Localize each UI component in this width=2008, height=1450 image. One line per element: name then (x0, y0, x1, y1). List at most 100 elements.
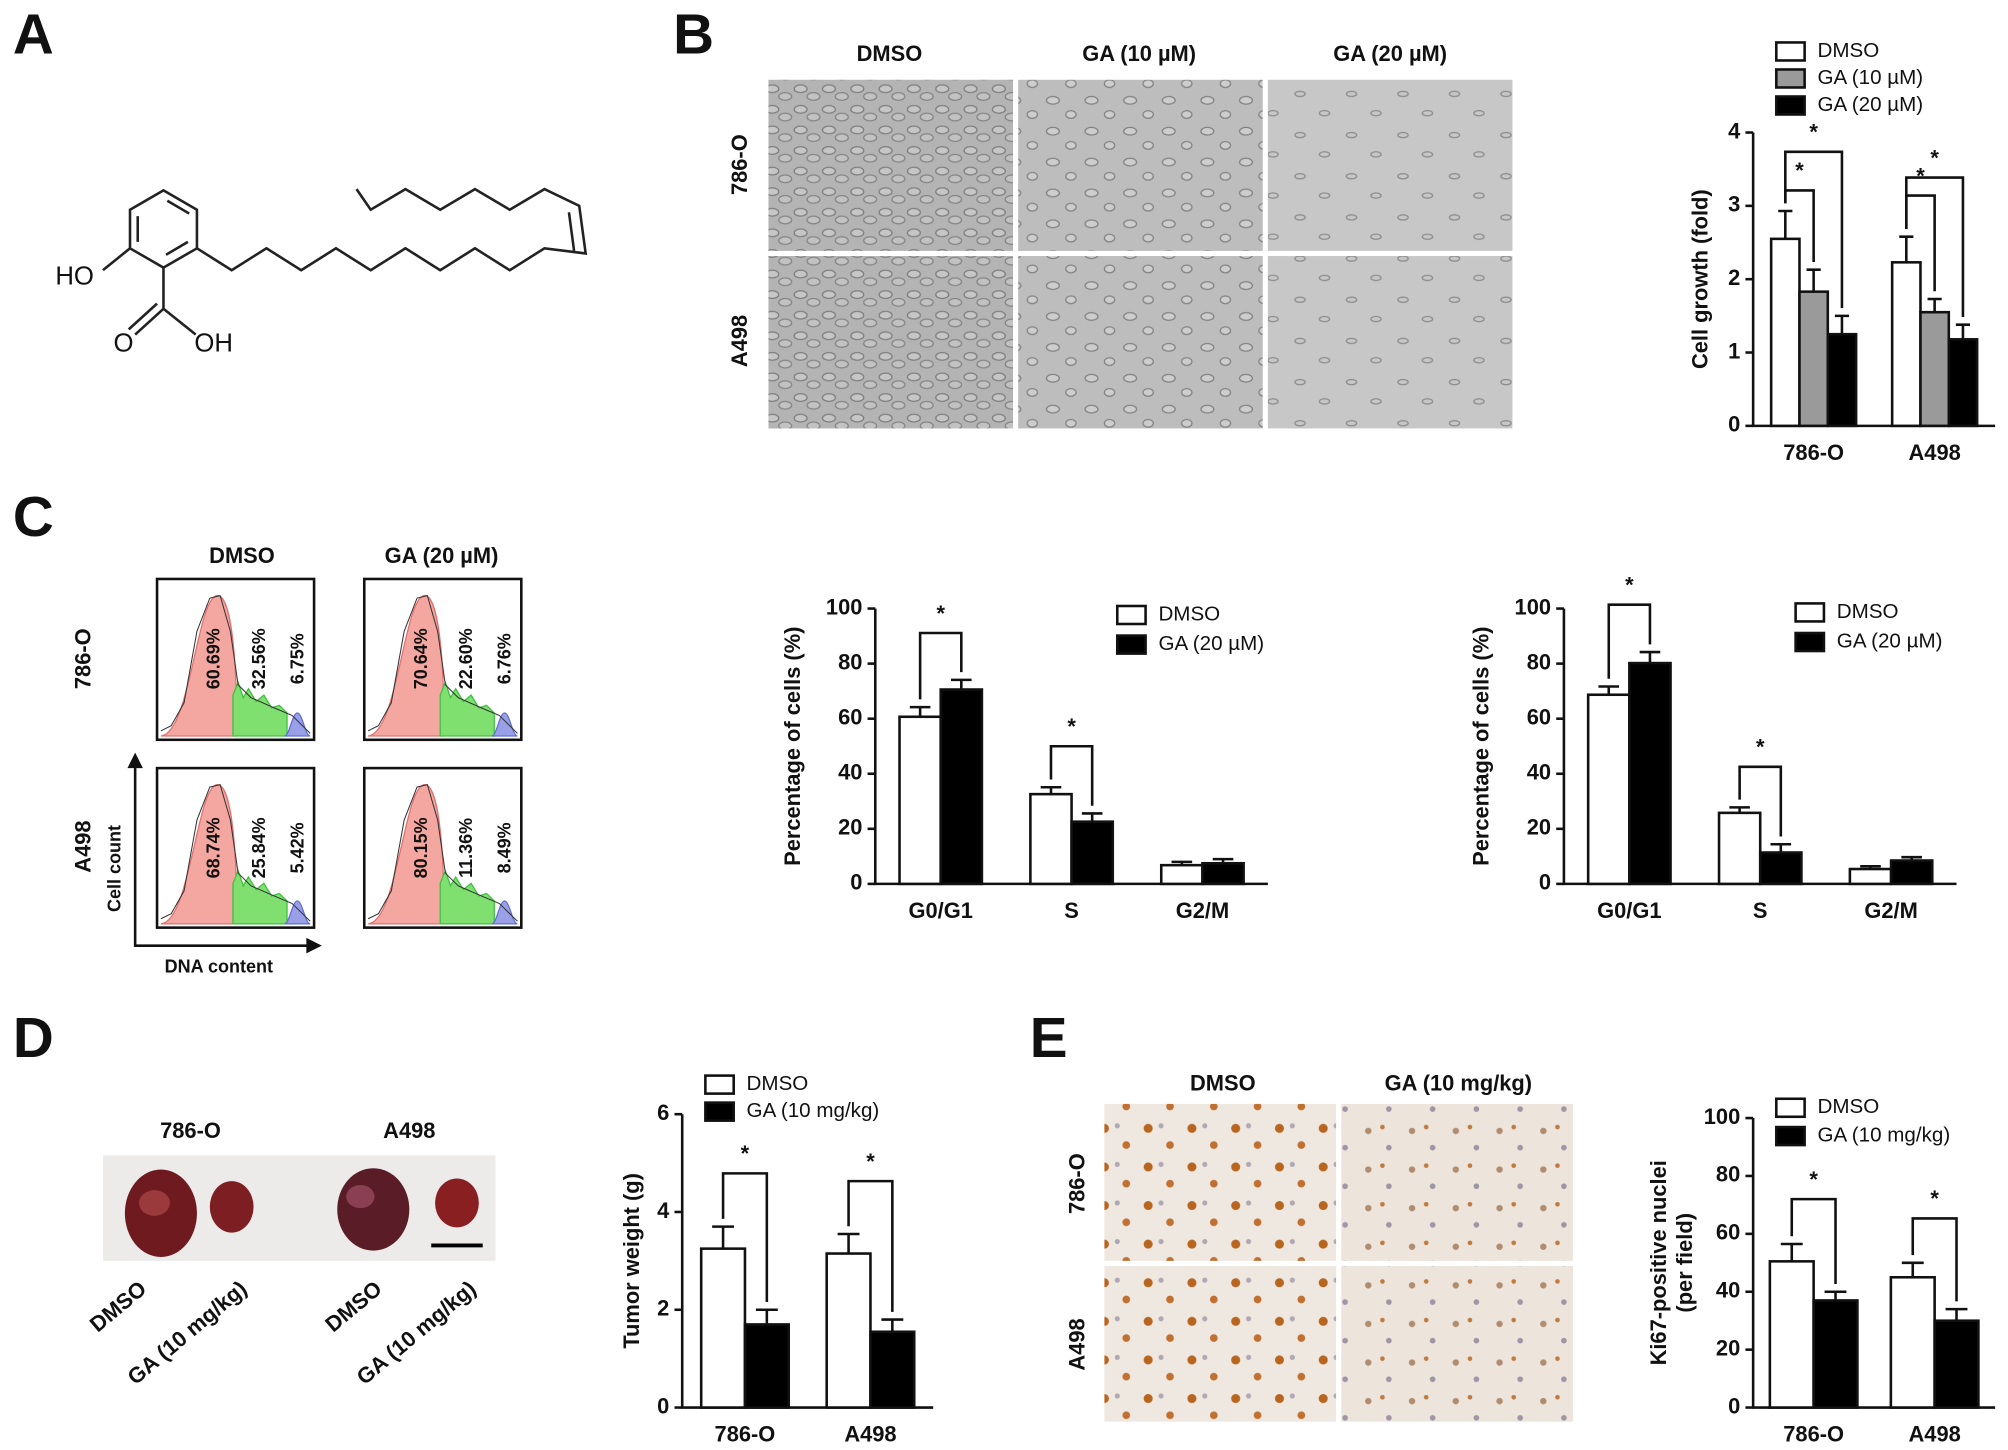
x-tick-label: G0/G1 (909, 898, 973, 923)
significance-star: * (1930, 1186, 1939, 1211)
y-axis-label: Cell growth (fold) (1687, 189, 1712, 369)
bar (898, 715, 943, 886)
panel-letter: C (13, 485, 54, 548)
x-tick-label: G0/G1 (1597, 898, 1661, 923)
y-axis-label: Percentage of cells (%) (1469, 627, 1494, 866)
bar (1889, 859, 1934, 886)
legend-label: GA (20 µM) (1817, 93, 1923, 116)
legend-swatch (704, 1074, 735, 1095)
peak-percentage: 5.42% (287, 822, 307, 873)
y-tick-label: 4 (1728, 118, 1741, 143)
significance-star: * (1795, 158, 1804, 183)
bar (1159, 863, 1204, 886)
bar (1029, 792, 1073, 886)
significance-bracket (1911, 1217, 1958, 1302)
lane-label: DMSO (85, 1276, 151, 1337)
peak-percentage: 6.75% (287, 633, 307, 684)
legend-label: GA (10 mg/kg) (1817, 1124, 1950, 1147)
bar (939, 688, 984, 886)
row-label: 786-O (1064, 1153, 1089, 1214)
axis-label: Cell count (105, 825, 125, 912)
bar (699, 1247, 747, 1409)
error-bar (1860, 864, 1881, 870)
atom-label: O (114, 330, 134, 358)
y-tick-label: 100 (1515, 594, 1551, 619)
error-bar (1729, 806, 1750, 813)
legend-swatch (704, 1101, 735, 1122)
significance-star: * (1756, 735, 1765, 760)
y-tick-label: 0 (850, 870, 862, 895)
legend-swatch (1775, 1125, 1806, 1147)
significance-bracket (847, 1179, 894, 1312)
legend-label: DMSO (1837, 600, 1899, 623)
x-tick-label: G2/M (1864, 898, 1917, 923)
y-tick-label: 40 (1527, 760, 1551, 785)
peak-percentage: 25.84% (249, 817, 269, 878)
bar (1586, 693, 1631, 886)
legend-swatch (1794, 602, 1826, 623)
bar (1848, 867, 1893, 886)
column-label: DMSO (209, 543, 275, 568)
error-bar (1770, 842, 1792, 853)
significance-bracket (1607, 603, 1652, 679)
bar (1889, 1275, 1936, 1409)
group-label: A498 (383, 1118, 435, 1143)
y-tick-label: 1 (1728, 338, 1740, 363)
y-tick-label: 80 (1716, 1162, 1740, 1187)
significance-bracket (918, 631, 963, 700)
y-tick-label: 100 (1704, 1104, 1740, 1129)
bar (1717, 811, 1762, 886)
peak-percentage: 8.49% (495, 822, 515, 873)
y-tick-label: 80 (1527, 649, 1551, 674)
tumor-photo (102, 1155, 496, 1261)
peak-percentage: 32.56% (249, 628, 269, 689)
significance-star: * (1930, 145, 1939, 170)
row-label: 786-O (71, 628, 96, 689)
y-axis-label: Tumor weight (g) (619, 1173, 644, 1349)
x-tick-label: 786-O (715, 1422, 776, 1447)
error-bar (837, 1232, 860, 1254)
y-tick-label: 40 (838, 760, 862, 785)
error-bar (1834, 314, 1850, 335)
legend-swatch (1775, 68, 1806, 89)
flow-histograms (127, 577, 523, 954)
error-bar (1778, 209, 1793, 239)
y-tick-label: 60 (1716, 1220, 1740, 1245)
column-label: DMSO (1190, 1070, 1256, 1095)
row-label: 786-O (727, 134, 752, 195)
peak-percentage: 22.60% (456, 628, 476, 689)
bar (1947, 338, 1979, 428)
legend-swatch (1794, 631, 1826, 653)
error-bar (712, 1225, 735, 1249)
error-bar (1927, 297, 1942, 313)
atom-label: HO (55, 263, 94, 291)
bar (1890, 261, 1922, 428)
bar (1919, 310, 1951, 428)
axis-label: DNA content (165, 956, 273, 976)
y-axis-label: Percentage of cells (%) (780, 627, 805, 866)
error-bar (1639, 650, 1661, 664)
lane-label: DMSO (320, 1276, 386, 1337)
y-tick-label: 20 (838, 815, 862, 840)
x-tick-label: A498 (1908, 440, 1960, 465)
significance-star: * (1625, 572, 1634, 597)
row-label: A498 (727, 315, 752, 367)
bar (1070, 820, 1115, 886)
peak-percentage: 6.76% (495, 633, 515, 684)
column-label: GA (10 µM) (1082, 41, 1196, 66)
legend-swatch (1115, 604, 1147, 626)
column-label: GA (20 µM) (385, 543, 499, 568)
y-tick-label: 4 (657, 1198, 670, 1223)
y-tick-label: 0 (1539, 870, 1551, 895)
y-tick-label: 2 (1728, 265, 1740, 290)
column-label: DMSO (857, 41, 923, 66)
micrograph-grid (768, 79, 1513, 429)
significance-bracket (1738, 765, 1783, 837)
y-tick-label: 100 (826, 594, 862, 619)
significance-star: * (936, 601, 945, 626)
significance-bracket (721, 1172, 769, 1303)
y-axis-label: (per field) (1672, 1213, 1697, 1313)
panel-letter: B (673, 3, 714, 66)
peak-percentage: 80.15% (411, 817, 431, 878)
bar (869, 1330, 916, 1409)
